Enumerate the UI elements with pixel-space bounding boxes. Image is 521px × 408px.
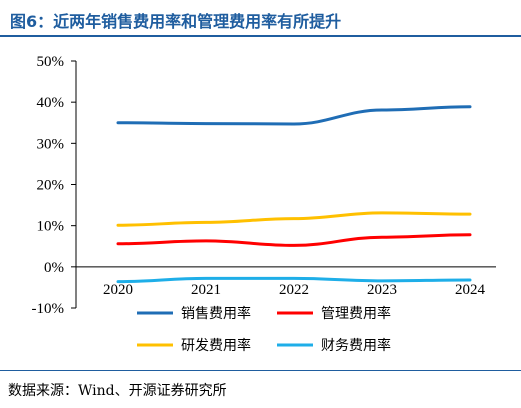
legend-label-3: 研发费用率 <box>181 337 251 354</box>
title-divider <box>0 35 521 37</box>
y-tick-label: 0% <box>44 260 64 276</box>
series-line-4 <box>116 276 472 284</box>
series-line-2 <box>116 233 472 247</box>
x-tick-label: 2020 <box>103 282 133 298</box>
y-tick-label: 30% <box>37 136 65 152</box>
series-lines <box>116 105 472 284</box>
line-chart: 50% 40% 30% 20% 10% 0% -10% 2020 2021 2022 2023 202… <box>32 54 496 354</box>
y-tick-label: 50% <box>37 54 65 70</box>
footer-divider <box>0 370 521 371</box>
y-tick-label: 40% <box>37 95 65 111</box>
y-tick-label: 20% <box>37 178 65 194</box>
series-line-1 <box>116 105 472 126</box>
x-tick-label: 2024 <box>455 282 486 298</box>
legend-label-1: 销售费用率 <box>181 305 251 322</box>
series-line-3 <box>116 211 472 227</box>
legend-label-2: 管理费用率 <box>321 305 391 322</box>
x-tick-label: 2022 <box>279 282 309 298</box>
legend-label-4: 财务费用率 <box>321 337 391 354</box>
y-tick-label: 10% <box>37 219 65 235</box>
x-tick-label: 2023 <box>367 282 397 298</box>
x-tick-label: 2021 <box>191 282 221 298</box>
y-tick-label: -10% <box>32 301 65 317</box>
axes: 50% 40% 30% 20% 10% 0% -10% 2020 2021 2022 2023 202… <box>32 54 496 317</box>
figure-title: 图6：近两年销售费用率和管理费用率有所提升 <box>10 12 342 31</box>
source-note: 数据来源：Wind、开源证券研究所 <box>8 383 227 399</box>
